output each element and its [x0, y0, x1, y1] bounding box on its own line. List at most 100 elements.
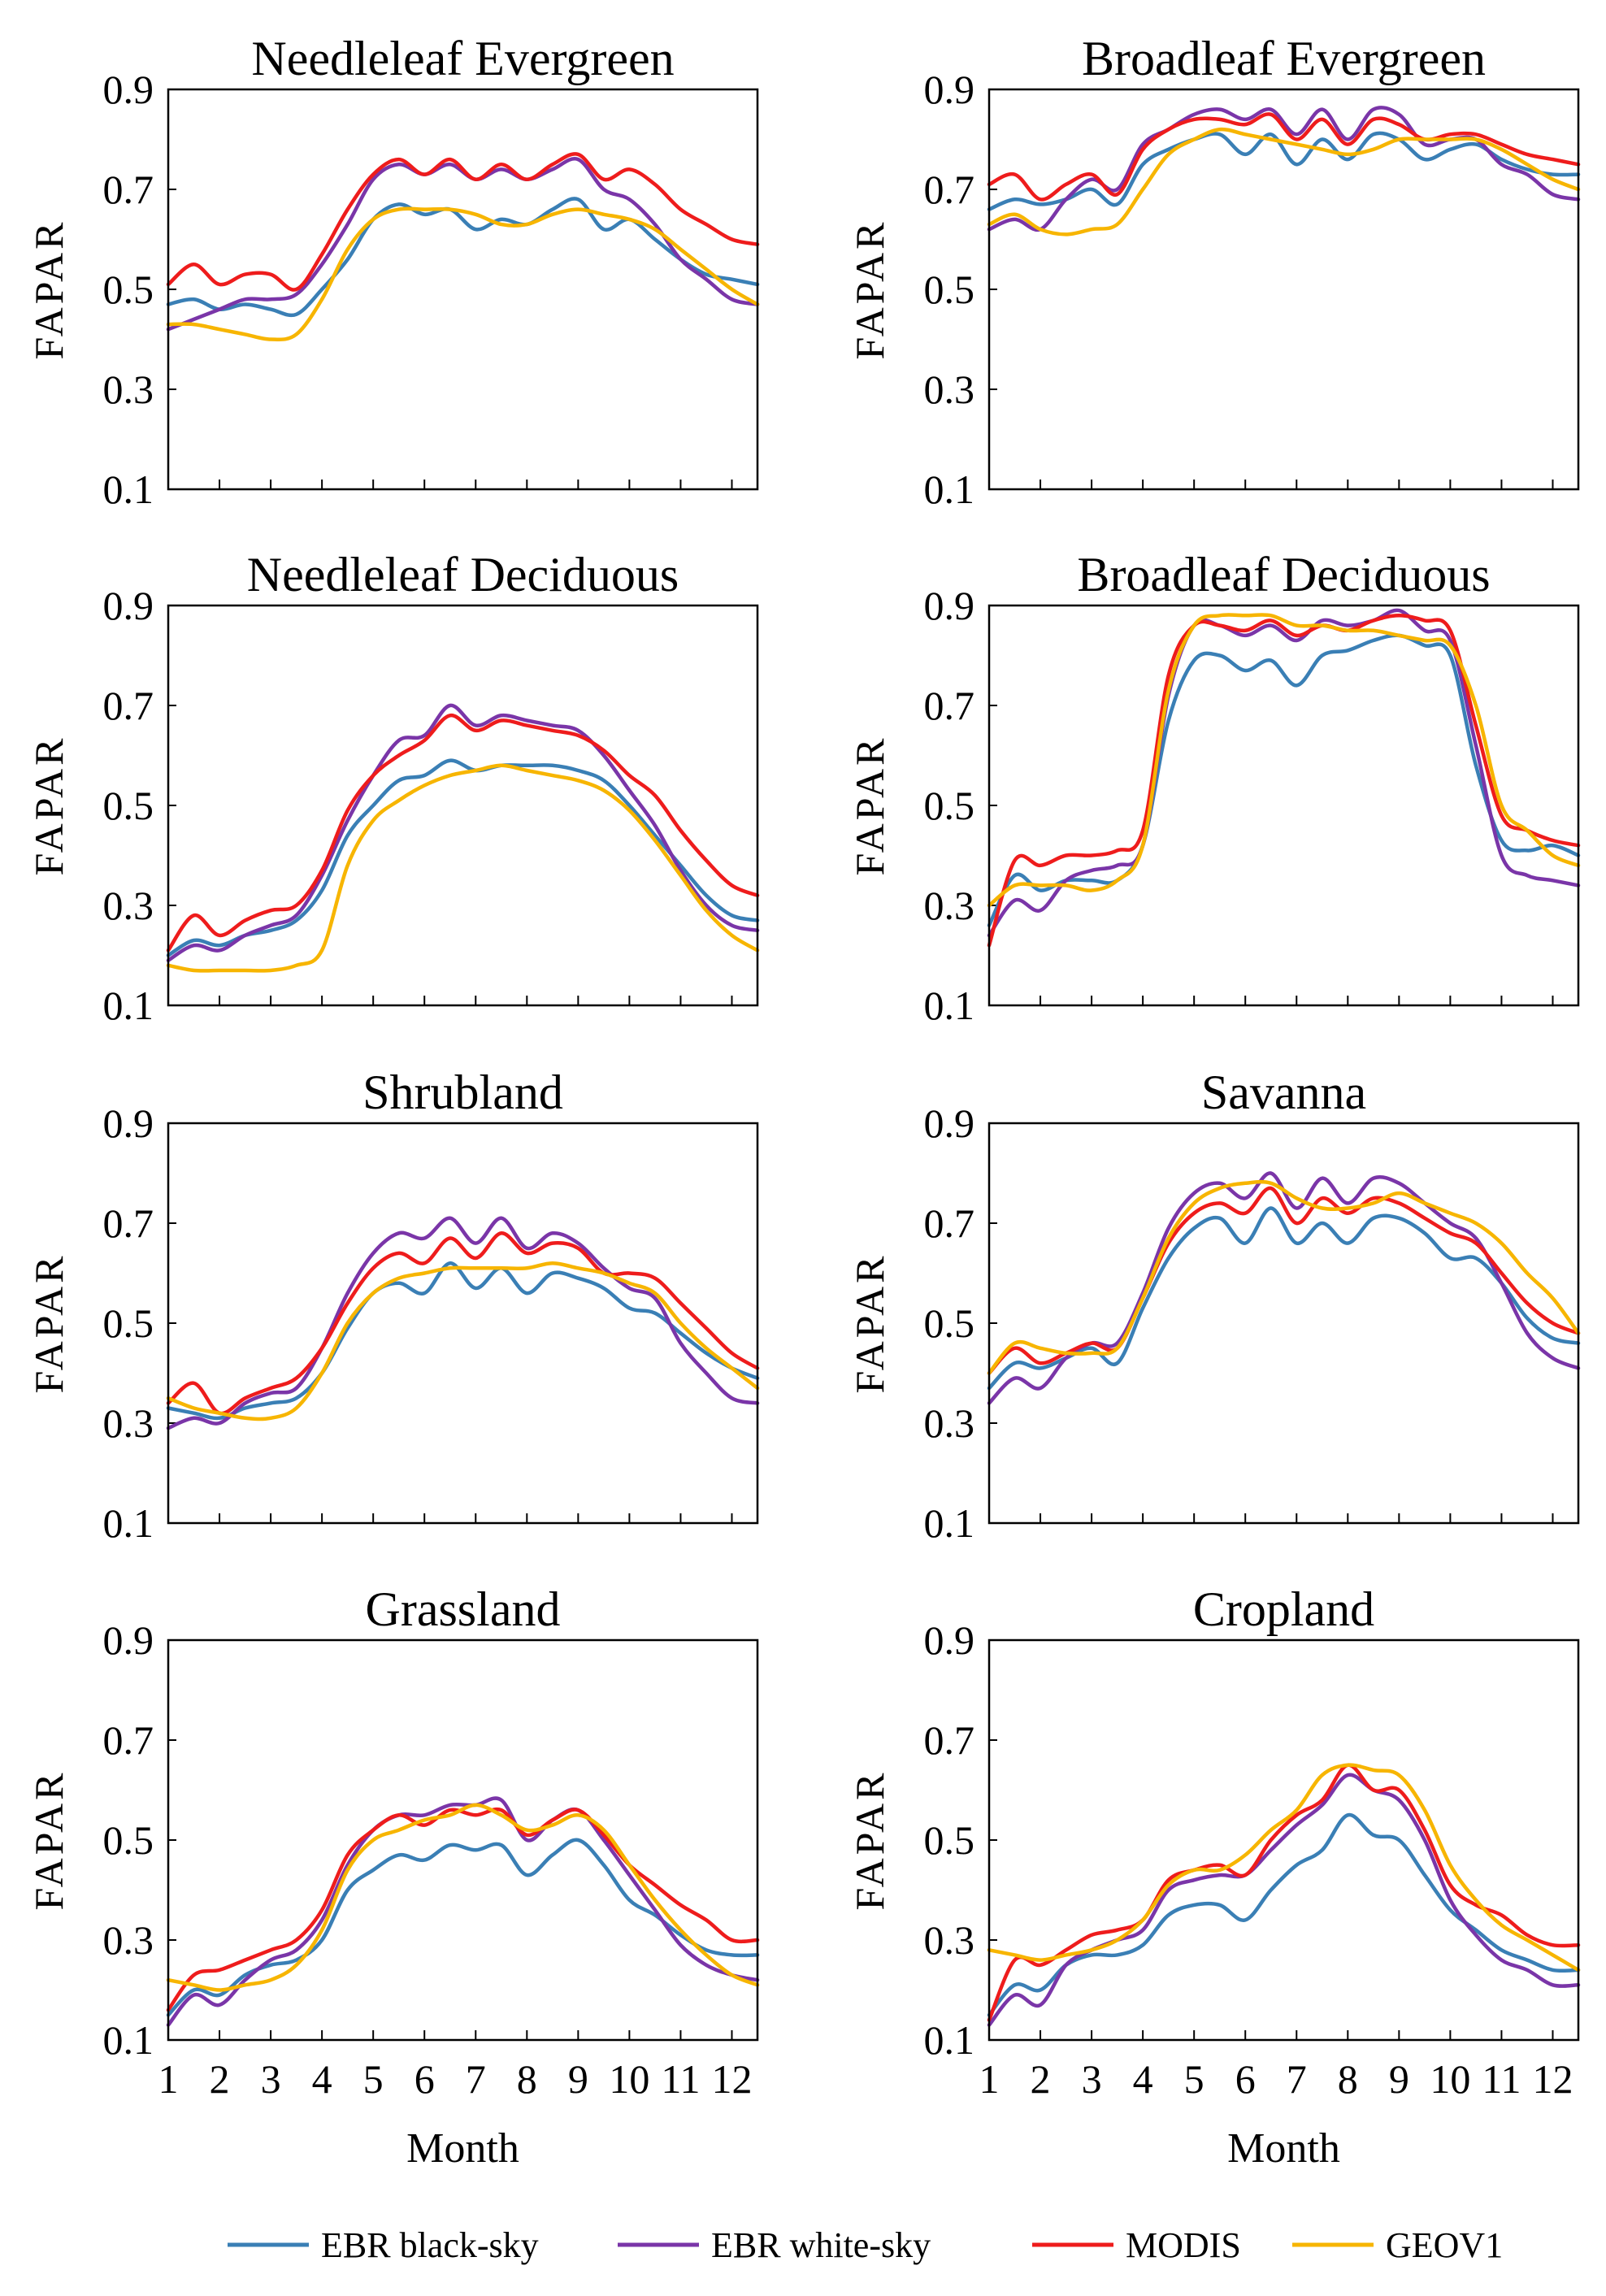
- x-tick-label: 4: [312, 2056, 332, 2102]
- x-tick-label: 2: [210, 2056, 230, 2102]
- y-tick-label: 0.1: [103, 983, 154, 1028]
- x-tick-label: 9: [1389, 2056, 1409, 2102]
- y-axis-label-broadleaf-evergreen: FAPAR: [847, 219, 892, 360]
- y-tick-label: 0.7: [103, 167, 154, 212]
- panel-title-needleleaf-evergreen: Needleleaf Evergreen: [251, 32, 674, 85]
- y-tick-label: 0.3: [924, 367, 975, 412]
- series-line-modis-shrubland: [166, 1231, 760, 1416]
- y-tick-label: 0.7: [924, 167, 975, 212]
- y-tick-label: 0.5: [103, 267, 154, 312]
- y-axis-label-needleleaf-evergreen: FAPAR: [26, 219, 72, 360]
- y-tick-label: 0.3: [924, 1400, 975, 1446]
- plot-frame-shrubland: [167, 1122, 759, 1525]
- x-tick-label: 6: [415, 2056, 435, 2102]
- series-line-geov1-needleleaf-evergreen: [166, 206, 760, 341]
- x-tick-label: 3: [261, 2056, 281, 2102]
- panel-title-needleleaf-deciduous: Needleleaf Deciduous: [247, 548, 679, 601]
- y-tick-label: 0.3: [103, 883, 154, 928]
- series-line-geov1-savanna: [987, 1179, 1581, 1375]
- y-tick-label: 0.7: [924, 683, 975, 728]
- series-line-ebr-black-sky-shrubland: [166, 1261, 760, 1421]
- x-axis-label-cropland: Month: [1227, 2125, 1340, 2172]
- legend-label-geov1: GEOV1: [1386, 2225, 1503, 2265]
- x-tick-label: 12: [1532, 2056, 1573, 2102]
- x-tick-label: 5: [363, 2056, 384, 2102]
- plot-frame-grassland: [167, 1638, 759, 2042]
- plot-frame-broadleaf-deciduous: [987, 604, 1580, 1007]
- x-tick-label: 8: [517, 2056, 537, 2102]
- series-line-ebr-white-sky-broadleaf-deciduous: [987, 608, 1581, 938]
- series-line-modis-needleleaf-evergreen: [166, 152, 760, 292]
- y-tick-label: 0.1: [103, 1500, 154, 1546]
- x-tick-label: 5: [1184, 2056, 1204, 2102]
- series-line-modis-needleleaf-deciduous: [166, 714, 760, 953]
- y-tick-label: 0.7: [924, 1717, 975, 1763]
- plot-frame-needleleaf-evergreen: [167, 88, 759, 491]
- legend-label-modis: MODIS: [1126, 2225, 1241, 2265]
- series-line-ebr-black-sky-broadleaf-evergreen: [987, 131, 1581, 211]
- y-tick-label: 0.9: [103, 67, 154, 112]
- x-tick-label: 6: [1235, 2056, 1256, 2102]
- x-tick-label: 1: [158, 2056, 179, 2102]
- panel-title-shrubland: Shrubland: [362, 1066, 563, 1119]
- x-tick-label: 8: [1338, 2056, 1358, 2102]
- y-tick-label: 0.7: [924, 1200, 975, 1246]
- series-line-ebr-black-sky-broadleaf-deciduous: [987, 633, 1581, 927]
- series-line-ebr-white-sky-needleleaf-evergreen: [166, 157, 760, 332]
- y-axis-label-shrubland: FAPAR: [26, 1253, 72, 1394]
- legend-label-ebr-black-sky: EBR black-sky: [321, 2225, 539, 2265]
- y-tick-label: 0.9: [103, 1617, 154, 1663]
- y-tick-label: 0.1: [924, 1500, 975, 1546]
- plot-frame-savanna: [987, 1122, 1580, 1525]
- plot-frame-broadleaf-evergreen: [987, 88, 1580, 491]
- y-axis-label-grassland: FAPAR: [26, 1770, 72, 1911]
- y-tick-label: 0.9: [103, 1100, 154, 1146]
- series-line-geov1-shrubland: [166, 1261, 760, 1421]
- series-line-modis-grassland: [166, 1807, 760, 2012]
- series-line-ebr-white-sky-grassland: [166, 1796, 760, 2027]
- x-tick-label: 11: [661, 2056, 700, 2102]
- x-tick-label: 4: [1133, 2056, 1153, 2102]
- plot-frame-cropland: [987, 1638, 1580, 2042]
- y-axis-label-broadleaf-deciduous: FAPAR: [847, 736, 892, 876]
- series-line-modis-savanna: [987, 1186, 1581, 1375]
- y-tick-label: 0.5: [924, 1300, 975, 1346]
- series-line-ebr-white-sky-cropland: [987, 1773, 1581, 2027]
- x-tick-label: 7: [1287, 2056, 1307, 2102]
- y-tick-label: 0.1: [924, 2017, 975, 2063]
- x-tick-label: 1: [979, 2056, 1000, 2102]
- y-tick-label: 0.1: [924, 467, 975, 512]
- series-line-ebr-white-sky-needleleaf-deciduous: [166, 703, 760, 962]
- series-line-ebr-black-sky-needleleaf-evergreen: [166, 197, 760, 318]
- panel-title-broadleaf-deciduous: Broadleaf Deciduous: [1077, 548, 1490, 601]
- y-tick-label: 0.1: [924, 983, 975, 1028]
- series-line-ebr-white-sky-shrubland: [166, 1216, 760, 1430]
- y-tick-label: 0.9: [924, 67, 975, 112]
- y-tick-label: 0.9: [924, 583, 975, 628]
- panel-title-grassland: Grassland: [366, 1582, 561, 1636]
- series-line-geov1-needleleaf-deciduous: [166, 763, 760, 973]
- series-line-ebr-black-sky-needleleaf-deciduous: [166, 758, 760, 957]
- y-tick-label: 0.3: [924, 1917, 975, 1963]
- series-line-modis-broadleaf-evergreen: [987, 112, 1581, 202]
- y-tick-label: 0.9: [924, 1617, 975, 1663]
- y-tick-label: 0.9: [924, 1100, 975, 1146]
- y-tick-label: 0.3: [103, 1917, 154, 1963]
- series-line-geov1-cropland: [987, 1763, 1581, 1973]
- series-line-geov1-grassland: [166, 1803, 760, 1992]
- y-tick-label: 0.5: [103, 1817, 154, 1863]
- y-axis-label-cropland: FAPAR: [847, 1770, 892, 1911]
- series-line-ebr-black-sky-cropland: [987, 1813, 1581, 2017]
- y-tick-label: 0.3: [103, 1400, 154, 1446]
- x-tick-label: 9: [568, 2056, 588, 2102]
- y-tick-label: 0.7: [103, 683, 154, 728]
- y-tick-label: 0.5: [924, 1817, 975, 1863]
- y-tick-label: 0.5: [924, 267, 975, 312]
- y-tick-label: 0.1: [103, 2017, 154, 2063]
- y-tick-label: 0.7: [103, 1717, 154, 1763]
- series-line-ebr-black-sky-grassland: [166, 1838, 760, 2017]
- x-tick-label: 2: [1031, 2056, 1051, 2102]
- x-tick-label: 10: [1430, 2056, 1470, 2102]
- y-tick-label: 0.5: [103, 783, 154, 828]
- y-tick-label: 0.1: [103, 467, 154, 512]
